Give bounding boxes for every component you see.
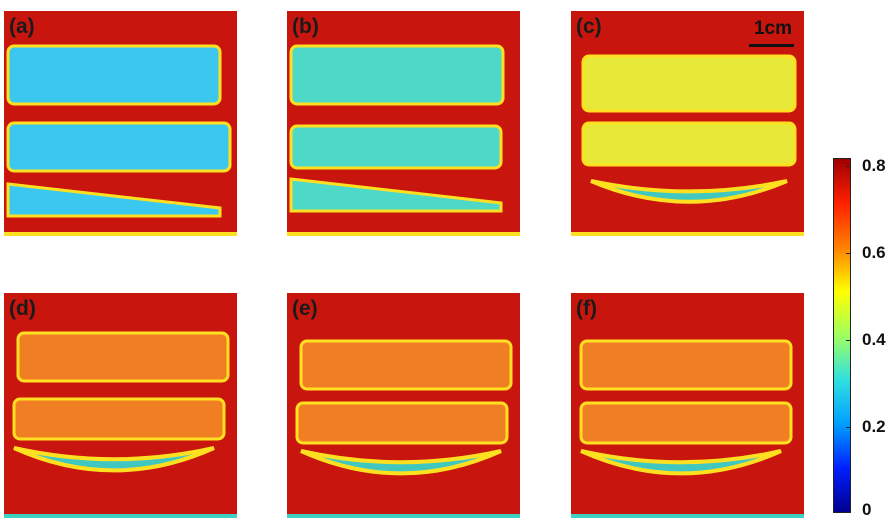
sample-strip <box>13 446 215 473</box>
panel-bottom-edge <box>287 514 520 518</box>
panel-c: (c) 1cm <box>571 11 804 236</box>
sample-strip <box>289 124 503 170</box>
colorbar-tick-mark <box>846 166 851 167</box>
panel-d: (d) <box>4 293 237 518</box>
sample-strip <box>580 449 782 476</box>
panel-a: (a) <box>4 11 237 236</box>
panel-c-image <box>571 11 804 236</box>
sample-strip <box>6 182 222 218</box>
panel-e-label: (e) <box>292 297 318 320</box>
scale-bar <box>749 44 794 47</box>
panel-a-label: (a) <box>9 15 35 38</box>
colorbar-tick-label: 0.8 <box>862 156 886 175</box>
sample-strip <box>295 401 509 445</box>
colorbar-tick-mark <box>846 340 851 341</box>
panel-d-label: (d) <box>9 297 36 320</box>
sample-strip <box>581 54 797 113</box>
sample-strip <box>579 401 793 445</box>
sample-strip <box>590 179 788 204</box>
colorbar-tick-label: 0.2 <box>862 417 886 436</box>
panel-bottom-edge <box>571 232 804 236</box>
panel-bottom-edge <box>571 514 804 518</box>
colorbar <box>833 158 851 513</box>
colorbar-tick-mark <box>846 253 851 254</box>
sample-strip <box>6 44 222 106</box>
panel-c-label: (c) <box>576 15 602 38</box>
panel-d-image <box>4 293 237 518</box>
sample-strip <box>579 339 793 391</box>
panel-b-label: (b) <box>292 15 319 38</box>
panel-bottom-edge <box>4 232 237 236</box>
scale-bar-label: 1cm <box>753 18 792 39</box>
sample-strip <box>289 44 505 106</box>
panel-f: (f) <box>571 293 804 518</box>
panel-b-image <box>287 11 520 236</box>
colorbar-tick-label: 0.4 <box>862 330 886 349</box>
sample-strip <box>581 121 797 167</box>
colorbar-tick-label: 0.6 <box>862 243 886 262</box>
sample-strip <box>289 177 503 213</box>
panel-b: (b) <box>287 11 520 236</box>
panel-a-image <box>4 11 237 236</box>
panel-e-image <box>287 293 520 518</box>
panel-f-label: (f) <box>576 297 597 320</box>
panel-bottom-edge <box>287 232 520 236</box>
colorbar-tick-label: 0 <box>862 500 872 519</box>
sample-strip <box>12 397 226 441</box>
panel-e: (e) <box>287 293 520 518</box>
panel-f-image <box>571 293 804 518</box>
sample-strip <box>16 331 230 383</box>
colorbar-tick-mark <box>846 427 851 428</box>
sample-strip <box>299 339 513 391</box>
sample-strip <box>300 449 502 476</box>
sample-strip <box>6 121 232 173</box>
panel-bottom-edge <box>4 514 237 518</box>
